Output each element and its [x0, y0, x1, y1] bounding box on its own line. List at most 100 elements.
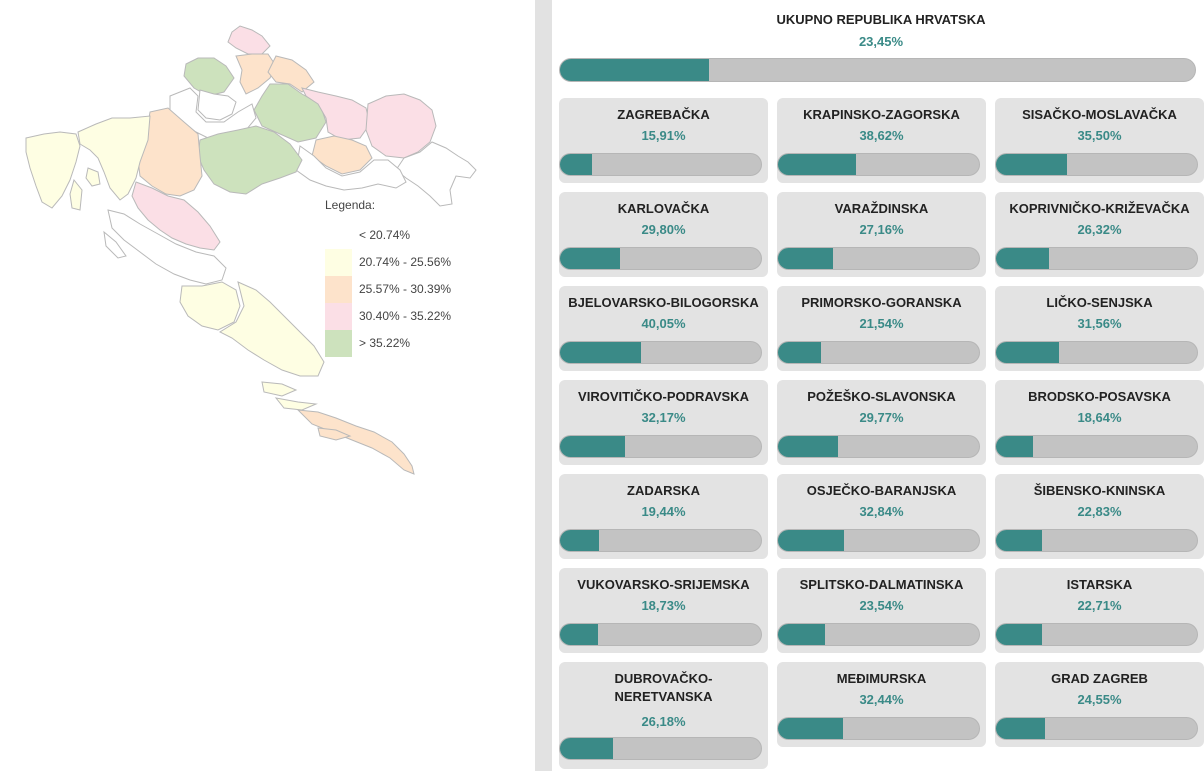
county-name: VUKOVARSKO-SRIJEMSKA [577, 577, 750, 592]
county-card[interactable]: VARAŽDINSKA 27,16% [777, 192, 986, 277]
county-name: ZAGREBAČKA [617, 107, 710, 122]
county-card[interactable]: ZAGREBAČKA 15,91% [559, 98, 768, 183]
county-progress-fill [560, 530, 600, 551]
county-percent: 23,54% [859, 598, 904, 613]
map-region-licko-senjska[interactable] [131, 181, 221, 251]
county-percent: 26,18% [641, 714, 686, 729]
map-region-krapinsko-zagorska[interactable] [183, 57, 235, 97]
map-region-istarska[interactable] [25, 131, 81, 209]
county-card[interactable]: KRAPINSKO-ZAGORSKA 38,62% [777, 98, 986, 183]
map-island-korcula [317, 427, 352, 441]
county-percent: 32,84% [859, 504, 904, 519]
county-progress-fill [996, 530, 1042, 551]
county-card[interactable]: MEĐIMURSKA 32,44% [777, 662, 986, 747]
county-percent: 26,32% [1077, 222, 1122, 237]
county-progress-bar [777, 529, 980, 552]
map-region-sisacko-moslavacka[interactable] [197, 125, 303, 195]
map-island-hvar [274, 397, 318, 411]
county-name: ŠIBENSKO-KNINSKA [1033, 483, 1166, 498]
county-card[interactable]: BRODSKO-POSAVSKA 18,64% [995, 380, 1204, 465]
county-progress-fill [996, 154, 1068, 175]
county-percent: 32,44% [859, 692, 904, 707]
county-progress-bar [559, 623, 762, 646]
county-percent: 31,56% [1077, 316, 1122, 331]
legend-label: 30.40% - 35.22% [359, 309, 452, 323]
map-region-brodsko-posavska[interactable] [295, 145, 407, 191]
county-progress-fill [778, 248, 833, 269]
legend-item: 20.74% - 25.56% [325, 248, 525, 276]
county-card[interactable]: PRIMORSKO-GORANSKA 21,54% [777, 286, 986, 371]
map-region-grad-zagreb[interactable] [197, 89, 237, 121]
county-percent: 15,91% [641, 128, 686, 143]
map-region-zadarska[interactable] [107, 209, 227, 285]
county-progress-fill [996, 624, 1042, 645]
county-progress-fill [996, 718, 1046, 739]
county-card[interactable]: SISAČKO-MOSLAVAČKA 35,50% [995, 98, 1204, 183]
county-card[interactable]: DUBROVAČKO-NERETVANSKA 26,18% [559, 662, 768, 769]
county-card[interactable]: ISTARSKA 22,71% [995, 568, 1204, 653]
map-region-viroviticko-podravska[interactable] [301, 87, 371, 141]
county-card[interactable]: OSJEČKO-BARANJSKA 32,84% [777, 474, 986, 559]
county-percent: 29,80% [641, 222, 686, 237]
county-progress-bar [777, 717, 980, 740]
county-percent: 18,64% [1077, 410, 1122, 425]
county-name: MEĐIMURSKA [836, 671, 927, 686]
county-name: POŽEŠKO-SLAVONSKA [807, 389, 956, 404]
county-progress-fill [778, 530, 844, 551]
croatia-county-map [25, 25, 477, 475]
legend-label: < 20.74% [359, 228, 411, 242]
county-percent: 19,44% [641, 504, 686, 519]
county-name: KRAPINSKO-ZAGORSKA [803, 107, 960, 122]
county-card[interactable]: VIROVITIČKO-PODRAVSKA 32,17% [559, 380, 768, 465]
county-progress-bar [559, 153, 762, 176]
county-card[interactable]: VUKOVARSKO-SRIJEMSKA 18,73% [559, 568, 768, 653]
map-region-koprivnicko-krizevacka[interactable] [267, 55, 315, 93]
county-name: BRODSKO-POSAVSKA [1028, 389, 1171, 404]
map-region-primorsko-goranska[interactable] [77, 115, 151, 201]
county-card[interactable]: SPLITSKO-DALMATINSKA 23,54% [777, 568, 986, 653]
map-region-medimurska[interactable] [227, 25, 271, 55]
county-name: SISAČKO-MOSLAVAČKA [1022, 107, 1177, 122]
county-name: ZADARSKA [627, 483, 700, 498]
map-region-sibensko-kninska[interactable] [179, 281, 241, 331]
map-region-bjelovarsko-bilogorska[interactable] [253, 83, 327, 143]
map-region-osjecko-baranjska[interactable] [365, 93, 437, 159]
total-percent: 23,45% [858, 34, 904, 49]
county-percent: 32,17% [641, 410, 686, 425]
county-card[interactable]: BJELOVARSKO-BILOGORSKA 40,05% [559, 286, 768, 371]
map-region-vukovarsko-srijemska[interactable] [395, 141, 477, 207]
county-card[interactable]: GRAD ZAGREB 24,55% [995, 662, 1204, 747]
county-card[interactable]: ŠIBENSKO-KNINSKA 22,83% [995, 474, 1204, 559]
county-progress-fill [778, 624, 826, 645]
county-name: VIROVITIČKO-PODRAVSKA [578, 389, 749, 404]
map-region-varazdinska[interactable] [235, 53, 277, 95]
legend-item: 30.40% - 35.22% [325, 302, 525, 330]
county-progress-fill [560, 248, 620, 269]
legend-swatch [325, 303, 352, 330]
county-card[interactable]: KARLOVAČKA 29,80% [559, 192, 768, 277]
county-progress-fill [778, 342, 822, 363]
county-name: PRIMORSKO-GORANSKA [801, 295, 962, 310]
county-card[interactable]: ZADARSKA 19,44% [559, 474, 768, 559]
map-region-splitsko-dalmatinska[interactable] [218, 281, 325, 377]
county-progress-bar [559, 247, 762, 270]
county-card[interactable]: KOPRIVNIČKO-KRIŽEVAČKA 26,32% [995, 192, 1204, 277]
county-card[interactable]: LIČKO-SENJSKA 31,56% [995, 286, 1204, 371]
county-progress-fill [560, 738, 613, 759]
map-legend: Legenda: < 20.74% 20.74% - 25.56% 25.57%… [325, 198, 525, 357]
county-percent: 35,50% [1077, 128, 1122, 143]
county-card[interactable]: POŽEŠKO-SLAVONSKA 29,77% [777, 380, 986, 465]
map-island-pag [103, 230, 127, 259]
county-progress-bar [995, 717, 1198, 740]
legend-swatch [325, 276, 352, 303]
map-region-dubrovacko-neretvanska[interactable] [296, 409, 415, 475]
county-name: LIČKO-SENJSKA [1046, 295, 1153, 310]
county-progress-bar [995, 153, 1198, 176]
legend-swatch [325, 222, 352, 249]
county-progress-bar [995, 435, 1198, 458]
map-island-krk [85, 167, 101, 187]
legend-label: 20.74% - 25.56% [359, 255, 452, 269]
legend-item: 25.57% - 30.39% [325, 275, 525, 303]
legend-title: Legenda: [325, 198, 376, 212]
legend-swatch [325, 330, 352, 357]
